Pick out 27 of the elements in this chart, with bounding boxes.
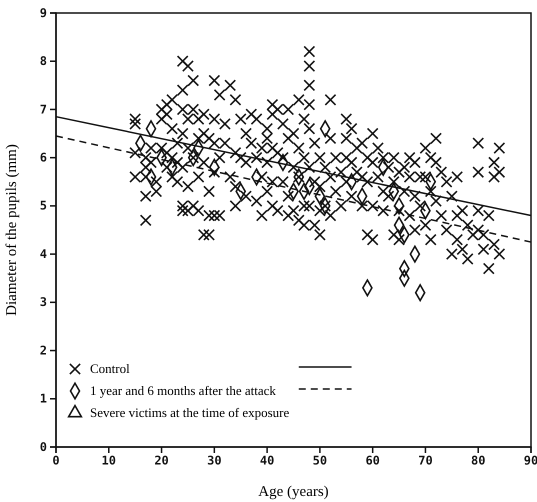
x-tick-label: 30 [207,454,222,468]
y-tick-label: 5 [40,198,47,213]
legend-label: Control [90,361,130,376]
x-tick-label: 50 [312,454,328,468]
y-tick-label: 2 [40,343,47,358]
y-tick-label: 6 [40,150,47,165]
x-tick-label: 70 [418,454,433,468]
legend-label: 1 year and 6 months after the attack [90,383,276,398]
y-axis-title: Diameter of the pupils (mm) [4,144,20,316]
x-tick-label: 80 [470,454,486,468]
point [187,152,200,164]
y-tick-label: 8 [40,54,47,68]
x-tick-label: 60 [365,454,380,468]
y-tick-label: 9 [40,6,47,20]
y-tick-label: 1 [40,392,47,406]
point [292,171,305,183]
x-tick-label: 40 [260,454,274,468]
x-axis-title: Age (years) [258,484,329,500]
point [319,200,332,212]
y-tick-label: 3 [40,295,47,310]
y-tick-label: 0 [40,440,47,454]
y-tick-label: 7 [40,102,47,116]
x-tick-label: 0 [52,454,60,468]
legend-label: Severe victims at the time of exposure [90,405,290,420]
x-tick-label: 10 [102,454,116,468]
x-tick-label: 20 [154,454,169,468]
y-tick-label: 4 [40,246,47,261]
